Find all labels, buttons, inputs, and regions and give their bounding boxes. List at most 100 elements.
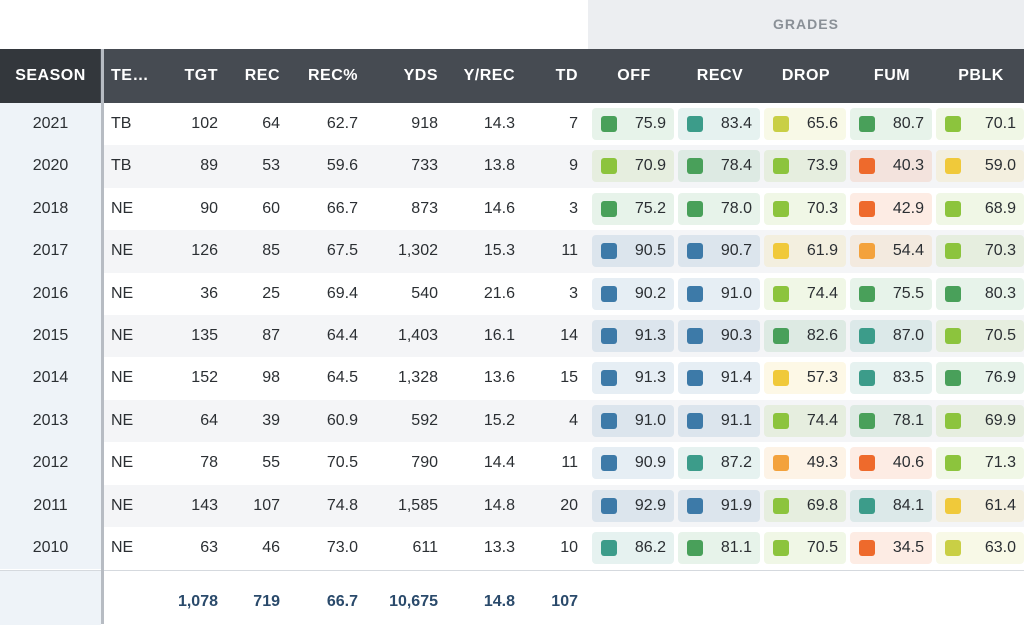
grade-value: 61.4: [984, 496, 1016, 514]
yds-cell: 611: [412, 538, 438, 556]
table-row[interactable]: 2015 NE 135 87 64.4 1,403 16.1 14 91.3 90.3 82.6 87…: [0, 314, 1024, 358]
grade-value: 49.3: [806, 454, 838, 472]
grade-color-swatch: [601, 285, 617, 302]
grade-value: 74.4: [806, 284, 838, 302]
table-row[interactable]: 2020 TB 89 53 59.6 733 13.8 9 70.9 78.4 73.9 40.3 59…: [0, 145, 1024, 188]
yds-cell: 873: [411, 199, 438, 217]
td-cell: 3: [569, 284, 578, 302]
table-row[interactable]: 2010 NE 63 46 73.0 611 13.3 10 86.2 81.1 70.5 34.5 6…: [0, 526, 1024, 570]
pblk-grade: 68.9: [936, 192, 1024, 225]
team-cell: NE: [111, 369, 134, 387]
team-cell: NE: [111, 199, 134, 217]
table-row[interactable]: 2014 NE 152 98 64.5 1,328 13.6 15 91.3 91.4 57.3 83…: [0, 357, 1024, 400]
recv-grade: 91.0: [678, 277, 760, 310]
recv-grade: 87.2: [678, 447, 760, 480]
team-cell: NE: [111, 411, 134, 429]
column-header-fum[interactable]: FUM: [873, 67, 911, 84]
tgt-cell: 89: [200, 157, 218, 175]
table-row[interactable]: 2017 NE 126 85 67.5 1,302 15.3 11 90.5 90.7 61.9 54…: [0, 230, 1024, 273]
season-cell: 2012: [32, 454, 69, 472]
table-row[interactable]: 2018 NE 90 60 66.7 873 14.6 3 75.2 78.0 70.3 42.9 68…: [0, 187, 1024, 231]
column-header-season[interactable]: SEASON: [15, 67, 86, 84]
season-cell: 2010: [32, 538, 69, 556]
grade-value: 40.3: [892, 157, 924, 175]
grade-color-swatch: [773, 285, 789, 302]
off-grade: 92.9: [592, 489, 674, 522]
column-header-td[interactable]: TD: [555, 67, 578, 84]
grade-value: 57.3: [806, 369, 838, 387]
fum-grade: 34.5: [850, 531, 932, 564]
column-header-off[interactable]: OFF: [617, 67, 651, 84]
table-row[interactable]: 2011 NE 143 107 74.8 1,585 14.8 20 92.9 91.9 69.8 8…: [0, 484, 1024, 527]
drop-grade: 74.4: [764, 404, 846, 437]
column-header-drop[interactable]: DROP: [781, 67, 831, 84]
column-header-team[interactable]: TE…: [111, 67, 149, 84]
yds-cell: 1,328: [397, 369, 438, 387]
season-cell: 2013: [32, 411, 69, 429]
grade-color-swatch: [687, 497, 703, 514]
season-cell-bg: [0, 272, 101, 315]
drop-grade: 65.6: [764, 108, 846, 140]
table-row[interactable]: 2016 NE 36 25 69.4 540 21.6 3 90.2 91.0 74.4 75.5 80…: [0, 272, 1024, 315]
y-rec-cell: 14.3: [483, 115, 515, 132]
grade-value: 65.6: [806, 115, 838, 132]
season-cell: 2016: [32, 284, 69, 302]
tgt-cell: 102: [191, 115, 218, 132]
td-cell: 3: [569, 199, 578, 217]
column-header-recv[interactable]: RECV: [696, 67, 744, 84]
drop-grade: 70.3: [764, 192, 846, 225]
grade-value: 84.1: [892, 496, 924, 514]
grade-value: 80.7: [892, 115, 924, 132]
fum-grade: 83.5: [850, 362, 932, 395]
grade-color-swatch: [859, 539, 875, 556]
season-cell: 2021: [32, 115, 69, 132]
table-row[interactable]: 2021 TB 102 64 62.7 918 14.3 7 75.9 83.4 65.6 80.7 7…: [0, 103, 1024, 146]
grade-color-swatch: [773, 455, 789, 472]
season-cell: 2011: [33, 496, 68, 514]
recv-grade: 91.4: [678, 362, 760, 395]
rec-pct-cell: 59.6: [326, 157, 358, 175]
rec-cell: 53: [262, 157, 280, 175]
grade-color-swatch: [859, 243, 875, 260]
grade-value: 76.9: [984, 369, 1016, 387]
grade-value: 83.4: [720, 115, 752, 132]
grade-color-swatch: [859, 116, 875, 132]
table-row[interactable]: 2012 NE 78 55 70.5 790 14.4 11 90.9 87.2 49.3 40.6 7…: [0, 442, 1024, 485]
grade-value: 86.2: [634, 538, 666, 556]
drop-grade: 61.9: [764, 235, 846, 268]
grade-value: 90.3: [720, 326, 752, 344]
grade-color-swatch: [945, 412, 961, 429]
grade-color-swatch: [773, 327, 789, 344]
rec-pct-cell: 70.5: [326, 454, 358, 472]
grade-color-swatch: [601, 327, 617, 344]
grade-value: 70.5: [984, 326, 1016, 344]
grade-value: 70.5: [806, 538, 838, 556]
season-cell-bg: [0, 145, 101, 188]
team-cell: NE: [111, 538, 134, 556]
column-header-y-rec[interactable]: Y/REC: [463, 67, 515, 84]
column-header-rec[interactable]: REC: [244, 67, 280, 84]
grade-color-swatch: [945, 243, 961, 260]
column-header-yds[interactable]: YDS: [403, 67, 438, 84]
table-row[interactable]: 2013 NE 64 39 60.9 592 15.2 4 91.0 91.1 74.4 78.1 69…: [0, 399, 1024, 443]
totals-row: 1,078 719 66.7 10,675 14.8 107: [0, 570, 1024, 625]
y-rec-cell: 14.8: [483, 496, 515, 514]
td-cell: 14: [560, 326, 578, 344]
column-header-rec-pct[interactable]: REC%: [307, 67, 358, 84]
y-rec-cell: 21.6: [483, 284, 515, 302]
off-grade: 90.9: [592, 447, 674, 480]
off-grade: 91.3: [592, 319, 674, 352]
grade-color-swatch: [945, 455, 961, 472]
grade-color-swatch: [859, 455, 875, 472]
tgt-cell: 135: [191, 326, 218, 344]
grade-color-swatch: [687, 285, 703, 302]
tgt-cell: 152: [191, 369, 218, 387]
column-header-pblk[interactable]: PBLK: [958, 67, 1004, 84]
team-cell: NE: [111, 326, 134, 344]
column-header-tgt[interactable]: TGT: [184, 67, 218, 84]
grade-color-swatch: [945, 116, 961, 132]
grade-color-swatch: [859, 327, 875, 344]
grade-value: 78.1: [892, 411, 924, 429]
pblk-grade: 70.1: [936, 108, 1024, 140]
off-grade: 86.2: [592, 531, 674, 564]
